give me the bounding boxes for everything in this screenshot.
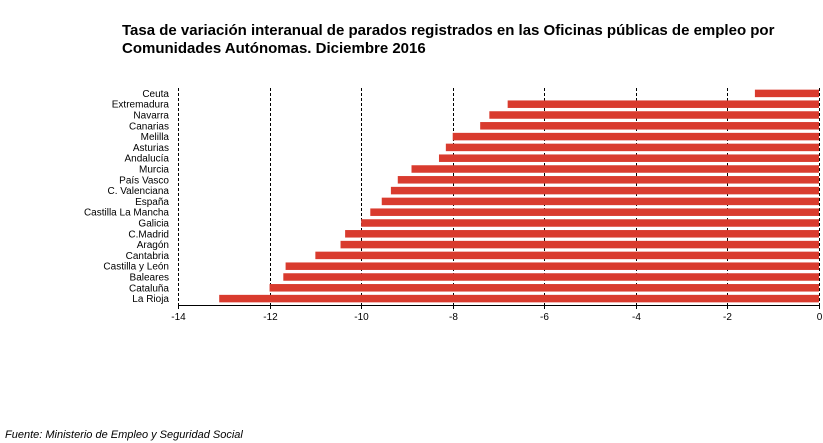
x-tick-label: -14 [171,312,186,323]
bar [489,111,819,119]
category-label: País Vasco [119,175,169,186]
bar [452,132,819,141]
category-label: Baleares [130,273,169,284]
bar [370,208,819,216]
category-label: Galicia [138,219,169,230]
category-label: España [135,197,169,208]
category-label: Murcia [139,165,169,176]
bar [219,294,819,303]
bar [315,251,819,260]
category-label: Castilla y León [103,262,169,273]
bar [361,219,819,227]
bar [345,230,819,238]
x-tick-label: 0 [817,312,823,323]
chart-title-line-2: Comunidades Autónomas. Diciembre 2016 [122,40,426,57]
category-label: La Rioja [132,294,169,305]
bar [445,143,819,152]
category-label: C.Madrid [128,229,169,240]
chart-title-line-1: Tasa de variación interanual de parados … [122,22,775,39]
bar [269,284,820,292]
bar [438,154,819,162]
category-label: Cantabria [126,251,170,262]
x-tick-label: -6 [540,312,549,323]
category-label: Navarra [133,111,169,122]
category-label: Ceuta [142,89,169,100]
x-tick-label: -8 [449,312,458,323]
bar [754,89,819,98]
source-note: Fuente: Ministerio de Empleo y Seguridad… [5,429,243,441]
bar [411,165,819,173]
category-label: Melilla [141,132,170,143]
category-label: Castilla La Mancha [84,208,169,219]
category-label: Canarias [129,121,169,132]
category-label: C. Valenciana [107,186,169,197]
bar [390,186,819,195]
bar [285,262,819,270]
bar [340,240,819,249]
x-tick-label: -4 [632,312,641,323]
category-label: Cataluña [129,283,169,294]
category-label: Asturias [133,143,169,154]
bar [381,197,819,206]
bar [397,176,819,184]
bar [480,122,819,130]
chart-title: Tasa de variación interanual de parados … [122,22,802,58]
bar [507,100,819,108]
category-label: Andalucía [125,154,170,165]
x-tick-label: -12 [263,312,278,323]
category-label: Aragón [137,240,169,251]
x-tick-label: -2 [723,312,732,323]
bar [283,273,819,281]
category-label: Extremadura [112,100,170,111]
x-tick-label: -10 [354,312,369,323]
